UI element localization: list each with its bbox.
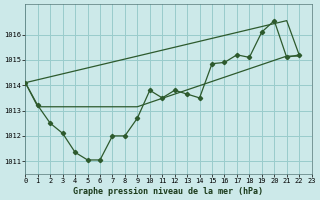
X-axis label: Graphe pression niveau de la mer (hPa): Graphe pression niveau de la mer (hPa) [74,187,263,196]
